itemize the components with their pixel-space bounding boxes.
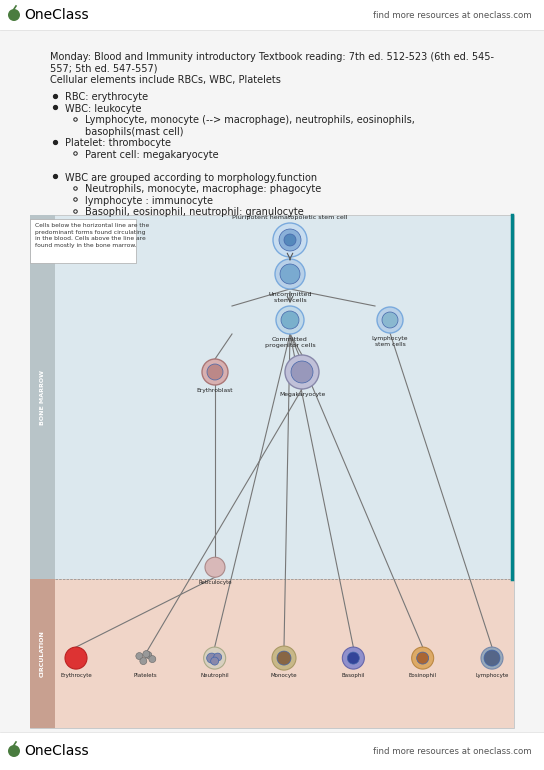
Text: OneClass: OneClass: [24, 744, 89, 758]
Circle shape: [8, 9, 20, 21]
Text: Reticulocyte: Reticulocyte: [198, 581, 232, 585]
Circle shape: [145, 651, 152, 658]
Circle shape: [412, 647, 434, 669]
Text: Monday: Blood and Immunity introductory Textbook reading: 7th ed. 512-523 (6th e: Monday: Blood and Immunity introductory …: [50, 52, 494, 62]
Text: Platelets: Platelets: [133, 673, 157, 678]
Circle shape: [484, 650, 500, 666]
Circle shape: [417, 652, 429, 664]
Circle shape: [207, 653, 217, 663]
Circle shape: [377, 307, 403, 333]
Text: RBC: erythrocyte: RBC: erythrocyte: [65, 92, 148, 102]
Text: Erythrocyte: Erythrocyte: [60, 673, 92, 678]
Circle shape: [207, 364, 223, 380]
Circle shape: [275, 259, 305, 289]
Text: Cellular elements include RBCs, WBC, Platelets: Cellular elements include RBCs, WBC, Pla…: [50, 75, 281, 85]
Circle shape: [149, 655, 156, 662]
FancyBboxPatch shape: [0, 0, 544, 30]
Text: Monocyte: Monocyte: [271, 673, 298, 678]
Circle shape: [280, 264, 300, 284]
Text: Committed
progenitor cells: Committed progenitor cells: [264, 337, 316, 348]
Text: Lymphocyte
stem cells: Lymphocyte stem cells: [372, 336, 408, 347]
Text: lymphocyte : immunocyte: lymphocyte : immunocyte: [85, 196, 213, 206]
Text: Eosinophil: Eosinophil: [409, 673, 437, 678]
Circle shape: [273, 223, 307, 257]
Circle shape: [281, 311, 299, 329]
Text: WBC are grouped according to morphology.function: WBC are grouped according to morphology.…: [65, 172, 317, 182]
Circle shape: [211, 657, 219, 665]
Circle shape: [342, 647, 364, 669]
FancyBboxPatch shape: [30, 579, 55, 728]
Circle shape: [284, 234, 296, 246]
Circle shape: [285, 355, 319, 389]
Circle shape: [481, 647, 503, 669]
Circle shape: [136, 653, 143, 660]
Circle shape: [279, 229, 301, 251]
Text: Neutrophils, monocyte, macrophage: phagocyte: Neutrophils, monocyte, macrophage: phago…: [85, 184, 322, 194]
Text: CIRCULATION: CIRCULATION: [40, 630, 45, 677]
Text: Pluripotent hematopoietic stem cell: Pluripotent hematopoietic stem cell: [232, 215, 348, 220]
Circle shape: [382, 312, 398, 328]
Text: Basophil, eosinophil, neutrophil: granulocyte: Basophil, eosinophil, neutrophil: granul…: [85, 207, 304, 217]
FancyBboxPatch shape: [30, 219, 136, 263]
Circle shape: [65, 647, 87, 669]
Circle shape: [203, 647, 226, 669]
Circle shape: [140, 658, 147, 665]
Text: Megakaryocyte: Megakaryocyte: [279, 392, 325, 397]
Text: Basophil: Basophil: [342, 673, 365, 678]
Circle shape: [8, 745, 20, 757]
Text: Uncommitted
stem cells: Uncommitted stem cells: [268, 292, 312, 303]
FancyBboxPatch shape: [30, 215, 514, 728]
Text: Parent cell: megakaryocyte: Parent cell: megakaryocyte: [85, 149, 219, 159]
Circle shape: [276, 306, 304, 334]
Text: BONE MARROW: BONE MARROW: [40, 370, 45, 424]
Text: Lymphocyte, monocyte (--> macrophage), neutrophils, eosinophils,: Lymphocyte, monocyte (--> macrophage), n…: [85, 116, 415, 126]
Circle shape: [291, 361, 313, 383]
Text: Lymphocyte: Lymphocyte: [475, 673, 509, 678]
Circle shape: [272, 646, 296, 670]
Circle shape: [214, 653, 221, 661]
Text: basophils(mast cell): basophils(mast cell): [85, 127, 183, 137]
Text: find more resources at oneclass.com: find more resources at oneclass.com: [373, 11, 532, 19]
Text: 557; 5th ed. 547-557): 557; 5th ed. 547-557): [50, 63, 158, 73]
Text: OneClass: OneClass: [24, 8, 89, 22]
Circle shape: [347, 652, 360, 664]
Text: Cells below the horizontal line are the
predominant forms found circulating
in t: Cells below the horizontal line are the …: [35, 223, 149, 248]
Circle shape: [202, 359, 228, 385]
Text: Erythroblast: Erythroblast: [197, 388, 233, 393]
Circle shape: [277, 651, 291, 665]
Circle shape: [143, 651, 150, 658]
FancyBboxPatch shape: [30, 215, 55, 579]
Text: find more resources at oneclass.com: find more resources at oneclass.com: [373, 746, 532, 755]
FancyBboxPatch shape: [0, 732, 544, 770]
Circle shape: [205, 557, 225, 578]
Text: Neutrophil: Neutrophil: [200, 673, 229, 678]
Text: WBC: leukocyte: WBC: leukocyte: [65, 104, 141, 114]
FancyBboxPatch shape: [30, 579, 514, 728]
Text: Platelet: thrombocyte: Platelet: thrombocyte: [65, 139, 171, 149]
